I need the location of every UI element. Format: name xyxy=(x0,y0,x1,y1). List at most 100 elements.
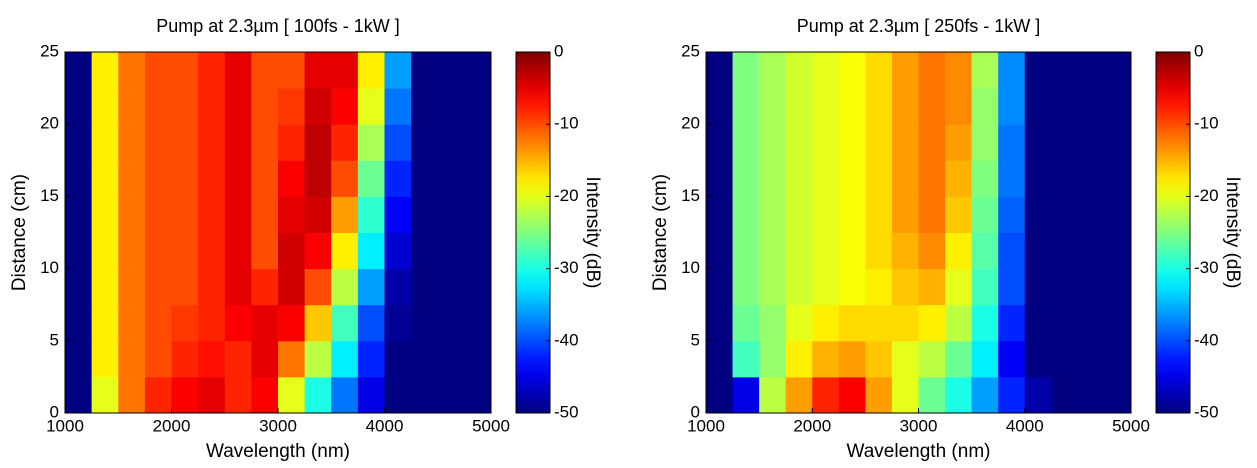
heatmap-cell xyxy=(1051,52,1079,89)
heatmap-cell xyxy=(706,376,734,414)
heatmap-cell xyxy=(331,268,359,306)
heatmap-cell xyxy=(1051,88,1079,125)
heatmap-cell xyxy=(998,232,1026,270)
heatmap-cell xyxy=(357,196,385,233)
heatmap-cell xyxy=(411,376,439,414)
heatmap-cell xyxy=(732,232,760,270)
heatmap-cell xyxy=(971,88,999,125)
heatmap-cell xyxy=(838,304,866,342)
heatmap-cell xyxy=(1077,232,1105,270)
heatmap-cell xyxy=(865,268,893,306)
heatmap-cell xyxy=(785,376,813,414)
heatmap-cell xyxy=(118,160,146,197)
heatmap-cell xyxy=(1077,160,1105,197)
heatmap-cell xyxy=(1077,268,1105,306)
heatmap-cell xyxy=(357,268,385,306)
heatmap-cell xyxy=(224,88,252,125)
heatmap-cell xyxy=(1051,340,1079,378)
heatmap-cell xyxy=(437,340,465,378)
colorbar xyxy=(1155,51,1191,414)
heatmap-cell xyxy=(891,376,919,414)
heatmap-cell xyxy=(706,124,734,161)
heatmap-cell xyxy=(144,52,172,89)
y-tick-label: 10 xyxy=(681,258,700,277)
heatmap-cell xyxy=(1104,340,1132,378)
heatmap-cell xyxy=(464,52,492,89)
heatmap-cell xyxy=(171,52,199,89)
heatmap-cell xyxy=(198,268,226,306)
heatmap-cell xyxy=(918,232,946,270)
heatmap-cell xyxy=(331,304,359,342)
heatmap-cell xyxy=(891,340,919,378)
heatmap-cell xyxy=(971,376,999,414)
heatmap-cell xyxy=(411,304,439,342)
heatmap-cell xyxy=(812,304,840,342)
heatmap-cell xyxy=(838,268,866,306)
heatmap-cell xyxy=(464,124,492,161)
heatmap-cell xyxy=(251,340,279,378)
heatmap-cell xyxy=(251,196,279,233)
heatmap-cell xyxy=(384,268,412,306)
heatmap-cell xyxy=(1024,340,1052,378)
heatmap-cell xyxy=(838,52,866,89)
heatmap-cell xyxy=(331,340,359,378)
heatmap-cell xyxy=(91,196,119,233)
heatmap-cell xyxy=(357,232,385,270)
x-axis-label: Wavelength (nm) xyxy=(206,441,350,462)
heatmap-cell xyxy=(759,52,787,89)
y-tick-label: 0 xyxy=(691,402,700,421)
heatmap-cell xyxy=(198,232,226,270)
heatmap-cell xyxy=(251,304,279,342)
heatmap-cell xyxy=(945,268,973,306)
heatmap-cell xyxy=(812,124,840,161)
heatmap-cell xyxy=(251,88,279,125)
heatmap-cell xyxy=(759,232,787,270)
x-axis-label: Wavelength (nm) xyxy=(847,441,991,462)
heatmap-cell xyxy=(971,160,999,197)
heatmap-cell xyxy=(891,232,919,270)
heatmap-cell xyxy=(785,304,813,342)
heatmap-cell xyxy=(224,232,252,270)
heatmap-cell xyxy=(65,268,93,306)
heatmap-cell xyxy=(464,196,492,233)
y-tick-label: 20 xyxy=(681,114,700,133)
heatmap-cell xyxy=(144,376,172,414)
heatmap-cell xyxy=(357,52,385,89)
heatmap-cell xyxy=(838,376,866,414)
heatmap-cell xyxy=(1024,88,1052,125)
heatmap-cell xyxy=(838,124,866,161)
heatmap-cell xyxy=(865,232,893,270)
heatmap-cell xyxy=(118,340,146,378)
heatmap-cell xyxy=(759,304,787,342)
heatmap-cell xyxy=(865,160,893,197)
heatmap-cell xyxy=(118,124,146,161)
heatmap-cell xyxy=(918,304,946,342)
heatmap-cell xyxy=(384,160,412,197)
heatmap-cell xyxy=(1024,268,1052,306)
heatmap-cell xyxy=(732,52,760,89)
heatmap-cell xyxy=(224,304,252,342)
colorbar-label: Intensity (dB) xyxy=(1222,177,1243,289)
heatmap-cell xyxy=(971,196,999,233)
heatmap-cell xyxy=(785,268,813,306)
heatmap-cell xyxy=(118,232,146,270)
heatmap-cell xyxy=(65,88,93,125)
heatmap-cell xyxy=(278,124,306,161)
heatmap-cell xyxy=(464,232,492,270)
heatmap-cell xyxy=(224,160,252,197)
heatmap-cell xyxy=(411,340,439,378)
heatmap-cell xyxy=(251,232,279,270)
heatmap-cell xyxy=(838,196,866,233)
chart: 1000 2000 3000 4000 5000 0 5 10 15 20 25 Pump at 2.… xyxy=(650,16,1243,462)
heatmap-cell xyxy=(224,196,252,233)
chart-title: Pump at 2.3µm [ 250fs - 1kW ] xyxy=(797,16,1040,36)
heatmap-cell xyxy=(918,124,946,161)
heatmap-cell xyxy=(65,196,93,233)
heatmap-cell xyxy=(171,304,199,342)
heatmap-cell xyxy=(411,268,439,306)
heatmap-cell xyxy=(437,196,465,233)
chart: 1000 2000 3000 4000 5000 0 5 10 15 20 25 Pump at 2.… xyxy=(9,16,603,462)
heatmap-cell xyxy=(278,268,306,306)
heatmap-cell xyxy=(1077,304,1105,342)
heatmap-cell xyxy=(384,376,412,414)
